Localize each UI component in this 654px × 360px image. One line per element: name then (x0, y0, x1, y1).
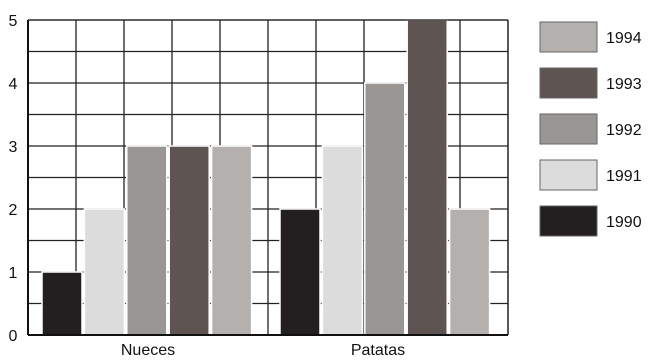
legend: 1994 1993 1992 1991 1990 (539, 21, 642, 237)
legend-swatch (539, 21, 598, 53)
legend-label: 1993 (606, 76, 642, 93)
x-category-label: Nueces (121, 342, 175, 359)
y-tick-labels: 0 1 2 3 4 5 (9, 13, 18, 345)
bar-nueces-1994 (210, 145, 253, 336)
axes (27, 19, 509, 336)
y-tick-label: 3 (9, 139, 18, 156)
bar-nueces-1993 (168, 145, 210, 336)
bar-patatas-1992 (364, 82, 406, 336)
legend-label: 1992 (606, 122, 642, 139)
bars (41, 19, 491, 336)
legend-swatch (539, 205, 598, 237)
legend-item-1994: 1994 (539, 21, 642, 53)
y-tick-label: 1 (9, 265, 18, 282)
x-category-labels: Nueces Patatas (121, 342, 405, 359)
x-category-label: Patatas (351, 342, 405, 359)
bar-patatas-1990 (279, 208, 321, 336)
bar-patatas-1991 (321, 145, 364, 336)
legend-label: 1994 (606, 30, 642, 47)
y-tick-label: 0 (9, 328, 18, 345)
bar-patatas-1994 (448, 208, 491, 336)
legend-item-1993: 1993 (539, 67, 642, 99)
y-tick-label: 2 (9, 202, 18, 219)
legend-swatch (539, 67, 598, 99)
legend-swatch (539, 159, 598, 191)
legend-label: 1990 (606, 214, 642, 231)
legend-swatch (539, 113, 598, 145)
legend-item-1991: 1991 (539, 159, 642, 191)
bar-nueces-1992 (126, 145, 168, 336)
bar-nueces-1991 (83, 208, 126, 336)
legend-item-1992: 1992 (539, 113, 642, 145)
y-tick-label: 4 (9, 76, 18, 93)
y-tick-label: 5 (9, 13, 18, 30)
legend-item-1990: 1990 (539, 205, 642, 237)
bar-patatas-1993 (406, 19, 448, 336)
bar-nueces-1990 (41, 271, 83, 336)
legend-label: 1991 (606, 168, 642, 185)
